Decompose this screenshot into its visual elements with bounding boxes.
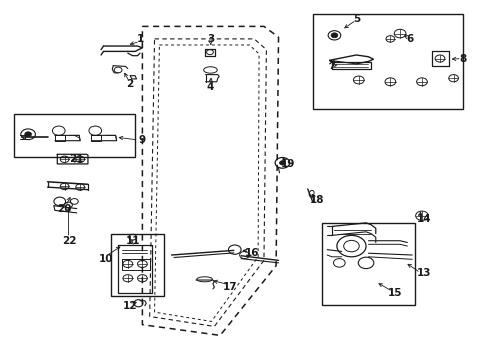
Text: 22: 22 bbox=[62, 236, 77, 246]
Text: 20: 20 bbox=[57, 203, 72, 213]
Text: 7: 7 bbox=[327, 61, 335, 71]
Text: 13: 13 bbox=[416, 268, 431, 278]
Text: 14: 14 bbox=[416, 214, 431, 224]
Circle shape bbox=[279, 161, 285, 165]
Text: 18: 18 bbox=[309, 195, 324, 204]
Text: 2: 2 bbox=[126, 79, 134, 89]
Text: 1: 1 bbox=[136, 34, 143, 44]
Bar bbox=[322, 223, 414, 305]
Text: 10: 10 bbox=[99, 253, 113, 264]
Text: 17: 17 bbox=[222, 282, 237, 292]
Bar bbox=[55, 135, 64, 141]
Circle shape bbox=[25, 132, 31, 137]
Bar bbox=[312, 14, 462, 109]
Bar bbox=[14, 114, 135, 157]
Bar bbox=[91, 135, 101, 141]
Text: 12: 12 bbox=[123, 301, 137, 311]
Text: 15: 15 bbox=[387, 288, 402, 297]
Circle shape bbox=[330, 33, 337, 38]
Text: 4: 4 bbox=[206, 82, 214, 92]
Text: 21: 21 bbox=[69, 154, 84, 163]
Text: 9: 9 bbox=[139, 135, 145, 145]
Text: 5: 5 bbox=[352, 14, 359, 24]
Bar bbox=[111, 234, 164, 296]
Text: 8: 8 bbox=[459, 54, 466, 64]
Text: 6: 6 bbox=[406, 34, 412, 44]
Text: 11: 11 bbox=[125, 236, 140, 246]
Text: 19: 19 bbox=[281, 159, 295, 169]
Text: 3: 3 bbox=[206, 34, 214, 44]
Text: 16: 16 bbox=[244, 248, 259, 258]
